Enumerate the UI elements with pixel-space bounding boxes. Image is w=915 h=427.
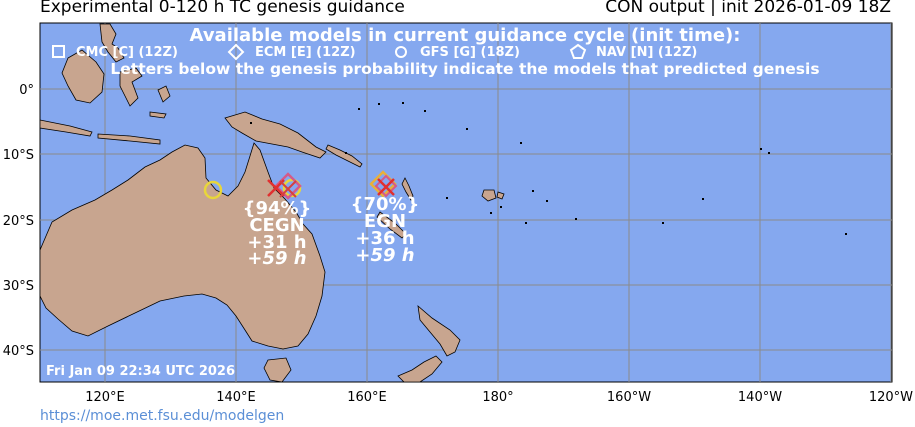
borneo-landmass <box>61 49 105 104</box>
nav-genesis-x <box>377 178 395 196</box>
axis-labels: 0° 10°S 20°S 30°S 40°S 120°E 140°E 160°E 180° 160… <box>3 83 913 405</box>
philippines-landmass <box>99 23 125 63</box>
genesis-probability: {70%} <box>351 194 420 215</box>
latitude-tick-label: 30°S <box>3 279 34 294</box>
genesis-area-1-label: {94%} CEGN +31 h +59 h <box>243 198 312 269</box>
legend-ecm-label: ECM [E] (12Z) <box>255 45 356 60</box>
solomon-islands <box>325 144 363 168</box>
pacific-islets <box>250 102 847 235</box>
footer-url-link[interactable]: https://moe.met.fsu.edu/modelgen <box>40 408 285 424</box>
longitude-tick-label: 140°E <box>216 390 256 405</box>
circle-icon <box>395 46 407 58</box>
new-zealand-south-island <box>397 355 443 383</box>
longitude-tick-label: 160°E <box>347 390 387 405</box>
genesis-area-2-label: {70%} EGN +36 h +59 h <box>351 194 420 266</box>
header-line-3: Letters below the genesis probability in… <box>110 60 819 78</box>
sulawesi-landmass <box>119 67 143 107</box>
latitude-tick-label: 10°S <box>3 148 34 163</box>
ecm-genesis-diamond <box>374 174 398 198</box>
genesis-time-1: +36 h <box>355 228 414 249</box>
diamond-icon <box>227 43 245 61</box>
tasmania-landmass <box>263 357 292 383</box>
genesis-probability: {94%} <box>243 198 312 219</box>
genesis-models: EGN <box>364 211 406 232</box>
new-zealand-north-island <box>417 305 461 357</box>
model-legend: CMC [C] (12Z) ECM [E] (12Z) GFS [G] (18Z… <box>52 43 697 61</box>
square-icon <box>52 45 65 58</box>
longitude-tick-label: 180° <box>482 390 513 405</box>
genesis-area-2-markers <box>369 170 398 198</box>
vanuatu-islands <box>401 177 414 201</box>
genesis-time-2: +59 h <box>247 248 306 269</box>
header-line-1: Available models in current guidance cyc… <box>190 25 741 46</box>
legend-nav-label: NAV [N] (12Z) <box>596 45 697 60</box>
fiji-islands <box>481 189 505 202</box>
longitude-tick-label: 120°E <box>85 390 125 405</box>
cmc-genesis-x <box>279 180 297 198</box>
genesis-time-2: +59 h <box>355 245 414 266</box>
latitude-tick-label: 20°S <box>3 214 34 229</box>
java-landmass <box>39 119 93 137</box>
latitude-tick-label: 0° <box>19 83 34 98</box>
genesis-area-1-markers <box>203 172 302 200</box>
lesser-sunda-islands <box>97 133 161 145</box>
longitude-tick-label: 140°W <box>738 390 782 405</box>
land-layer <box>39 23 505 383</box>
init-time-title: CON output | init 2026-01-09 18Z <box>605 0 891 17</box>
gfs-genesis-circle <box>282 178 302 198</box>
pentagon-icon <box>569 43 587 59</box>
maluku-islands <box>149 85 171 119</box>
genesis-time-1: +31 h <box>247 232 306 253</box>
legend-gfs-label: GFS [G] (18Z) <box>420 45 520 60</box>
genesis-models: CEGN <box>249 215 304 236</box>
longitude-tick-label: 160°W <box>607 390 651 405</box>
map-title: Experimental 0-120 h TC genesis guidance <box>40 0 405 17</box>
legend-cmc-label: CMC [C] (12Z) <box>76 45 178 60</box>
new-caledonia-landmass <box>376 211 407 239</box>
longitude-tick-label: 120°W <box>869 390 913 405</box>
latitude-tick-label: 40°S <box>3 344 34 359</box>
australia-landmass <box>39 142 326 350</box>
gfs-genesis-circle <box>203 180 223 200</box>
timestamp-label: Fri Jan 09 22:34 UTC 2026 <box>46 364 235 379</box>
